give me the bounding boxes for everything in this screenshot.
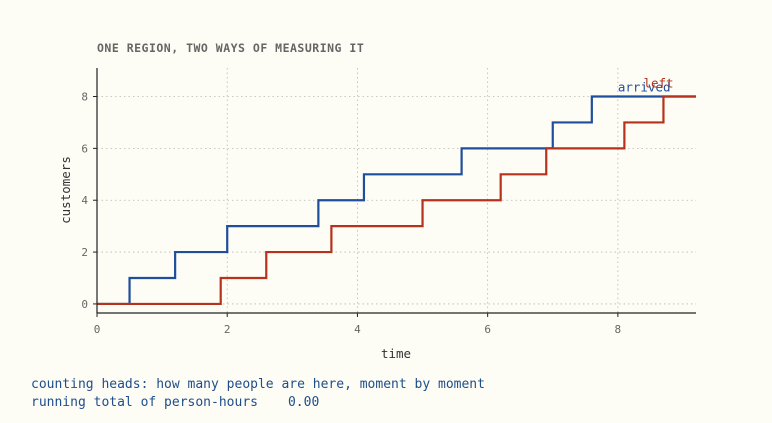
series-line-arrived [97,95,696,306]
y-axis-label: customers [58,156,73,224]
series-label-left: left [643,76,673,91]
x-tick-label: 0 [94,323,101,336]
running-total-value: 0.00 [287,395,320,410]
y-tick-label: 6 [81,142,88,155]
step-chart: ONE REGION, TWO WAYS OF MEASURING IT 0 2 4… [58,41,696,361]
x-tick-label: 4 [354,323,361,336]
y-tick-label: 0 [81,298,88,311]
tick-labels: 0 2 4 6 8 0 2 4 6 8 [81,91,621,336]
caption-running-total: running total of person-hours 0.00 [31,395,319,410]
series-line-left [97,95,696,306]
x-tick-label: 8 [615,323,622,336]
x-tick-label: 6 [484,323,491,336]
y-tick-label: 4 [81,194,88,207]
series-lines [97,95,696,306]
caption-description: counting heads: how many people are here… [31,377,485,392]
axes [93,68,696,317]
series-label-arrived: arrived [618,80,671,95]
y-tick-label: 2 [81,246,88,259]
y-tick-label: 8 [81,91,88,104]
running-total-label: running total of person-hours [31,395,258,410]
x-tick-label: 2 [224,323,231,336]
x-axis-label: time [381,346,411,361]
chart-title: ONE REGION, TWO WAYS OF MEASURING IT [97,41,364,55]
grid [96,68,696,313]
